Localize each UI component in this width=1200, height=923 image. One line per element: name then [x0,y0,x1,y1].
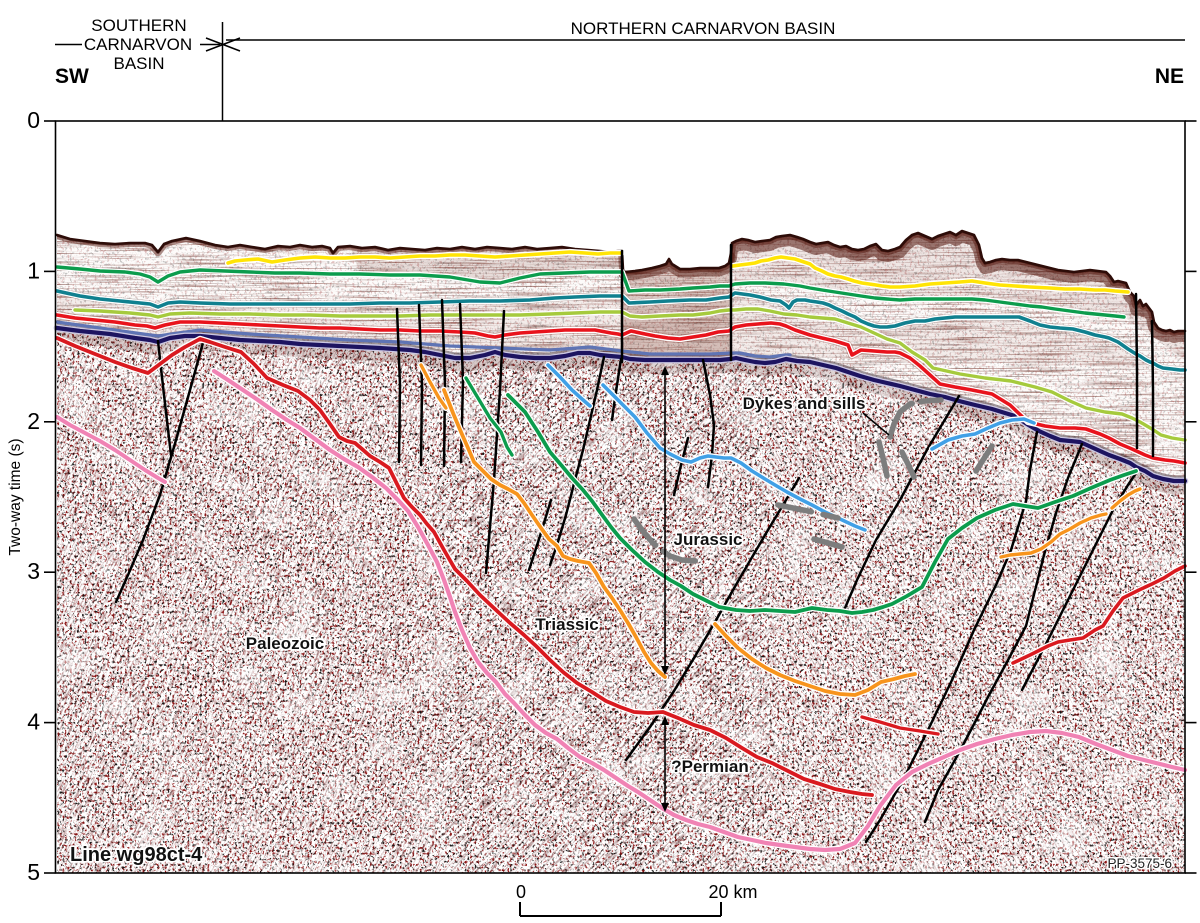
svg-text:Two-way time (s): Two-way time (s) [7,438,24,555]
svg-text:NE: NE [1155,65,1184,88]
svg-text:Triassic: Triassic [535,615,598,634]
svg-text:Line wg98ct-4: Line wg98ct-4 [70,844,203,866]
svg-text:4: 4 [27,709,40,735]
svg-text:3: 3 [27,558,40,584]
svg-text:5: 5 [27,859,40,885]
svg-text:CARNARVON: CARNARVON [84,35,192,54]
svg-text:20 km: 20 km [708,882,757,902]
svg-text:BASIN: BASIN [113,54,164,73]
svg-text:?Permian: ?Permian [671,757,748,776]
svg-text:SOUTHERN: SOUTHERN [91,16,186,35]
svg-text:Paleozoic: Paleozoic [246,634,324,653]
svg-text:1: 1 [27,257,40,283]
svg-text:Dykes and sills: Dykes and sills [743,394,866,413]
svg-text:NORTHERN CARNARVON BASIN: NORTHERN CARNARVON BASIN [571,19,836,38]
svg-text:SW: SW [55,65,89,88]
svg-text:0: 0 [27,107,40,133]
svg-text:Jurassic: Jurassic [674,530,743,549]
svg-text:PP-3575-6: PP-3575-6 [1107,856,1172,871]
svg-text:2: 2 [27,408,40,434]
svg-text:0: 0 [516,882,526,902]
